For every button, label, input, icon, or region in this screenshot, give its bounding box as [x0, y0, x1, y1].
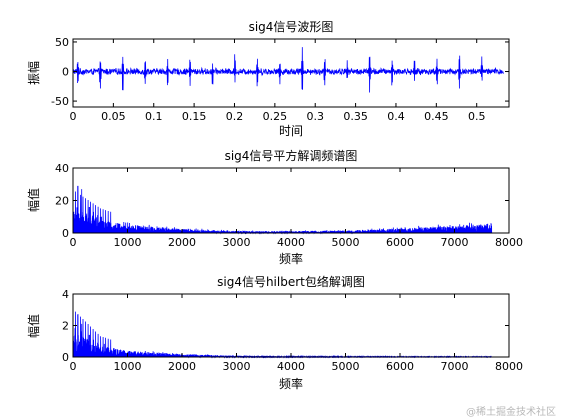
waveform-title: sig4信号波形图	[249, 20, 334, 34]
x-tick-label: 2000	[168, 236, 196, 249]
x-tick-label: 0.4	[387, 110, 405, 123]
x-tick-label: 4000	[277, 360, 305, 373]
hilbert-envelope-title: sig4信号hilbert包络解调图	[217, 274, 365, 289]
y-tick-label: 40	[55, 162, 69, 175]
x-tick-label: 0.2	[226, 110, 244, 123]
watermark: @稀土掘金技术社区	[466, 407, 556, 418]
x-tick-label: 7000	[441, 360, 469, 373]
hilbert-envelope-panel: sig4信号hilbert包络解调图 幅值 频率 0 1000 2000 3000 40…	[26, 274, 523, 391]
data-trace	[72, 47, 504, 93]
x-tick-label: 3000	[223, 236, 251, 249]
square-demod-spectrum-xlabel: 频率	[279, 251, 303, 266]
x-tick-label: 0.35	[343, 110, 368, 123]
data-trace	[72, 311, 492, 359]
x-tick-label: 0.45	[424, 110, 449, 123]
x-tick-label: 6000	[386, 360, 414, 373]
square-demod-spectrum-ylabel: 幅值	[26, 188, 41, 212]
y-tick-label: 4	[62, 288, 69, 301]
x-tick-label: 7000	[441, 236, 469, 249]
hilbert-envelope-plot-area: 0 1000 2000 3000 4000 5000 6000 7000 8000 0 2 4	[62, 288, 523, 373]
hilbert-envelope-ylabel: 幅值	[26, 314, 41, 338]
x-tick-label: 6000	[386, 236, 414, 249]
square-demod-spectrum-panel: sig4信号平方解调频谱图 幅值 频率 0 1000 2000 3000 4000 500…	[26, 148, 523, 266]
y-tick-label: 0	[62, 227, 69, 240]
y-tick-label: 2	[62, 320, 69, 333]
x-tick-label: 0.15	[182, 110, 207, 123]
x-tick-label: 1000	[114, 236, 142, 249]
waveform-ylabel: 振幅	[26, 61, 41, 85]
square-demod-spectrum-plot-area: 0 1000 2000 3000 4000 5000 6000 7000 8000 0 20 40	[55, 162, 523, 249]
x-tick-label: 8000	[495, 236, 523, 249]
x-tick-label: 4000	[277, 236, 305, 249]
x-tick-label: 5000	[332, 360, 360, 373]
x-tick-label: 0.05	[101, 110, 126, 123]
waveform-panel: sig4信号波形图 振幅 时间 0 0.05 0.1 0.15 0.2 0.25 0.3 0.…	[26, 20, 510, 138]
x-tick-label: 8000	[495, 360, 523, 373]
x-tick-label: 1000	[114, 360, 142, 373]
x-tick-label: 0.5	[468, 110, 486, 123]
axis-box	[72, 38, 510, 108]
axis-box	[72, 293, 510, 358]
y-tick-label: 0	[62, 66, 69, 79]
x-tick-label: 0.3	[306, 110, 324, 123]
x-tick-label: 0.25	[263, 110, 288, 123]
waveform-xlabel: 时间	[279, 124, 303, 138]
y-tick-label: 50	[55, 36, 69, 49]
axis-box	[72, 167, 510, 234]
hilbert-envelope-xlabel: 频率	[279, 376, 303, 391]
x-tick-label: 0	[70, 360, 77, 373]
x-tick-label: 2000	[168, 360, 196, 373]
x-tick-label: 0.1	[145, 110, 163, 123]
x-tick-label: 0	[70, 110, 77, 123]
x-tick-label: 3000	[223, 360, 251, 373]
square-demod-spectrum-title: sig4信号平方解调频谱图	[225, 148, 358, 163]
y-tick-label: -50	[51, 95, 69, 108]
y-tick-label: 0	[62, 351, 69, 364]
x-tick-label: 0	[70, 236, 77, 249]
x-tick-label: 5000	[332, 236, 360, 249]
y-tick-label: 20	[55, 195, 69, 208]
data-trace	[72, 185, 493, 235]
waveform-plot-area: 0 0.05 0.1 0.15 0.2 0.25 0.3 0.35 0.4 0.45 0.5-500…	[51, 36, 510, 123]
